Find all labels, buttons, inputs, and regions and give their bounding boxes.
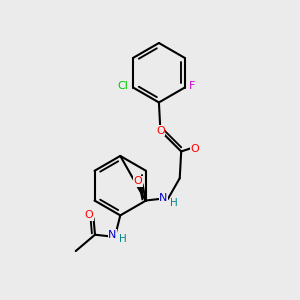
Text: H: H: [170, 198, 178, 208]
Text: H: H: [119, 234, 127, 244]
Text: O: O: [156, 126, 165, 136]
Text: N: N: [108, 230, 116, 240]
Text: O: O: [85, 210, 93, 220]
Text: F: F: [189, 81, 195, 91]
Text: Cl: Cl: [117, 81, 128, 91]
Text: N: N: [159, 193, 168, 202]
Text: O: O: [134, 176, 142, 186]
Text: O: O: [190, 143, 199, 154]
